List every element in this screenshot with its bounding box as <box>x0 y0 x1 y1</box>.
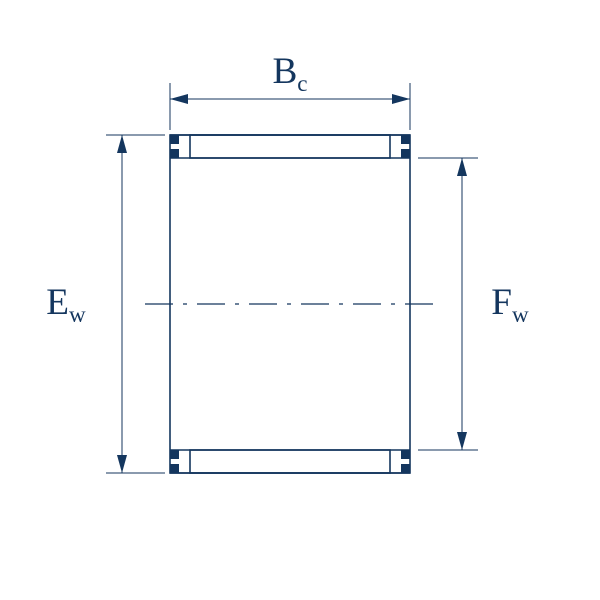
roller <box>190 450 390 473</box>
roller <box>190 135 390 158</box>
roller-end-square <box>401 464 410 473</box>
roller-end-square <box>170 450 179 459</box>
roller-end-square <box>401 450 410 459</box>
dim-label-fw: Fw <box>491 282 529 327</box>
bearing-dimension-diagram: Bc Ew Fw <box>0 0 600 600</box>
roller-end-square <box>170 464 179 473</box>
roller-end-square <box>170 135 179 144</box>
roller-end-square <box>401 149 410 158</box>
roller-end-square <box>401 135 410 144</box>
dim-label-bc: Bc <box>272 51 307 96</box>
roller-end-square <box>170 149 179 158</box>
dim-label-ew: Ew <box>46 282 86 327</box>
